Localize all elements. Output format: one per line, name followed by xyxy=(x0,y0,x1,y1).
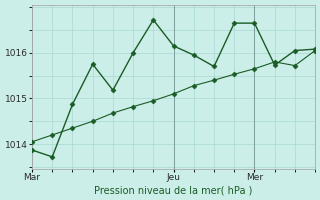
X-axis label: Pression niveau de la mer( hPa ): Pression niveau de la mer( hPa ) xyxy=(94,185,253,195)
